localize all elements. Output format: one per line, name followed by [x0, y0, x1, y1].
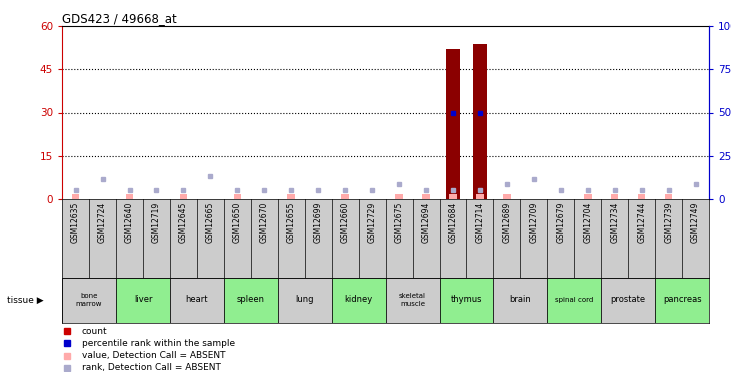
- Text: GSM12744: GSM12744: [637, 202, 646, 243]
- Bar: [386, 278, 439, 322]
- Text: kidney: kidney: [344, 296, 373, 304]
- Bar: [287, 194, 295, 199]
- Text: GSM12660: GSM12660: [341, 202, 349, 243]
- Bar: [62, 278, 116, 322]
- Text: GSM12645: GSM12645: [179, 202, 188, 243]
- Text: GDS423 / 49668_at: GDS423 / 49668_at: [62, 12, 177, 25]
- Text: brain: brain: [510, 296, 531, 304]
- Bar: [423, 194, 430, 199]
- Bar: [584, 194, 591, 199]
- Text: GSM12699: GSM12699: [314, 202, 322, 243]
- Text: tissue ▶: tissue ▶: [7, 296, 44, 304]
- Bar: [116, 278, 170, 322]
- Bar: [341, 194, 349, 199]
- Text: GSM12719: GSM12719: [152, 202, 161, 243]
- Text: value, Detection Call = ABSENT: value, Detection Call = ABSENT: [82, 351, 225, 360]
- Text: GSM12724: GSM12724: [98, 202, 107, 243]
- Bar: [170, 278, 224, 322]
- Text: count: count: [82, 327, 107, 336]
- Bar: [450, 194, 457, 199]
- Text: GSM12635: GSM12635: [71, 202, 80, 243]
- Bar: [665, 194, 673, 199]
- Bar: [503, 194, 511, 199]
- Text: GSM12734: GSM12734: [610, 202, 619, 243]
- Text: GSM12650: GSM12650: [233, 202, 242, 243]
- Bar: [224, 278, 278, 322]
- Text: GSM12709: GSM12709: [529, 202, 538, 243]
- Text: GSM12684: GSM12684: [449, 202, 458, 243]
- Bar: [476, 194, 484, 199]
- Bar: [395, 194, 403, 199]
- Bar: [611, 194, 618, 199]
- Text: spinal cord: spinal cord: [555, 297, 594, 303]
- Bar: [446, 49, 461, 199]
- Bar: [439, 278, 493, 322]
- Text: GSM12689: GSM12689: [502, 202, 512, 243]
- Bar: [126, 194, 133, 199]
- Text: percentile rank within the sample: percentile rank within the sample: [82, 339, 235, 348]
- Bar: [234, 194, 241, 199]
- Text: GSM12714: GSM12714: [475, 202, 485, 243]
- Text: skeletal
muscle: skeletal muscle: [399, 294, 426, 306]
- Text: GSM12655: GSM12655: [287, 202, 296, 243]
- Text: GSM12640: GSM12640: [125, 202, 134, 243]
- Text: GSM12694: GSM12694: [422, 202, 431, 243]
- Text: pancreas: pancreas: [663, 296, 702, 304]
- Text: GSM12665: GSM12665: [206, 202, 215, 243]
- Bar: [548, 278, 601, 322]
- Text: liver: liver: [134, 296, 152, 304]
- Text: thymus: thymus: [451, 296, 482, 304]
- Text: GSM12739: GSM12739: [664, 202, 673, 243]
- Text: GSM12679: GSM12679: [556, 202, 565, 243]
- Bar: [278, 278, 332, 322]
- Text: rank, Detection Call = ABSENT: rank, Detection Call = ABSENT: [82, 363, 221, 372]
- Text: bone
marrow: bone marrow: [76, 294, 102, 306]
- Text: GSM12729: GSM12729: [368, 202, 376, 243]
- Bar: [180, 194, 187, 199]
- Bar: [332, 278, 386, 322]
- Text: GSM12670: GSM12670: [260, 202, 269, 243]
- Bar: [72, 194, 80, 199]
- Text: GSM12675: GSM12675: [395, 202, 404, 243]
- Bar: [472, 44, 488, 199]
- Bar: [655, 278, 709, 322]
- Bar: [601, 278, 655, 322]
- Text: spleen: spleen: [237, 296, 265, 304]
- Text: heart: heart: [186, 296, 208, 304]
- Text: GSM12704: GSM12704: [583, 202, 592, 243]
- Text: GSM12749: GSM12749: [691, 202, 700, 243]
- Text: prostate: prostate: [610, 296, 645, 304]
- Text: lung: lung: [295, 296, 314, 304]
- Bar: [638, 194, 645, 199]
- Bar: [493, 278, 548, 322]
